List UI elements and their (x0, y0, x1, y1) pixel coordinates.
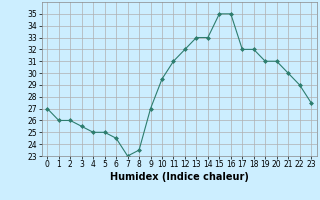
X-axis label: Humidex (Indice chaleur): Humidex (Indice chaleur) (110, 172, 249, 182)
